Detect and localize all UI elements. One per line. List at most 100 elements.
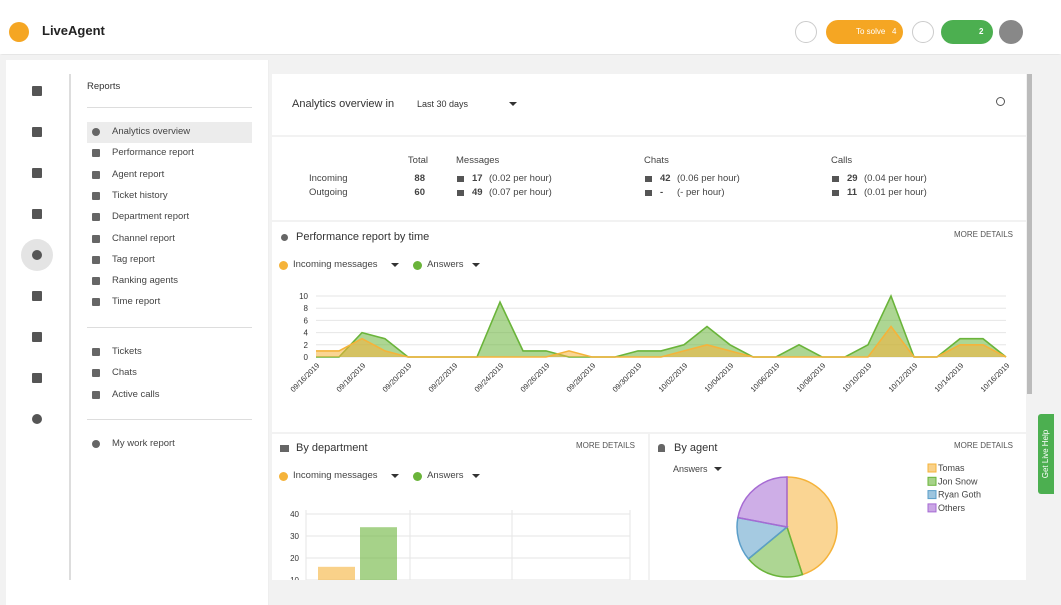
menu-item[interactable]: Ranking agents (112, 275, 179, 286)
stats-header: Chats (644, 155, 669, 166)
menu-item[interactable]: Time report (112, 296, 161, 307)
menu-item[interactable]: Channel report (112, 233, 175, 244)
menu-divider (87, 327, 252, 328)
live-help-label: Get Live Help (1041, 429, 1050, 479)
menu-button[interactable] (912, 21, 934, 43)
row-calls-rate: (0.04 per hour) (864, 173, 927, 184)
performance-card: Performance report by time MORE DETAILS (272, 222, 1026, 432)
sidebar-divider (69, 74, 71, 580)
more-details[interactable]: MORE DETAILS (954, 230, 1013, 239)
menu-icon (92, 128, 100, 136)
menu-divider (87, 107, 252, 108)
scrollbar (1027, 74, 1032, 394)
row-messages: 17 (472, 173, 483, 184)
menu-item[interactable]: Performance report (112, 147, 194, 158)
header: LiveAgent To solve 4 2 (0, 0, 1061, 54)
row-calls: 29 (847, 173, 858, 184)
to-solve-label: To solve (856, 27, 886, 36)
logo-icon (9, 22, 29, 42)
menu-item[interactable]: Tag report (112, 254, 155, 265)
menu-icon (92, 369, 100, 377)
row-total: 60 (414, 187, 425, 198)
row-calls: 11 (847, 187, 858, 198)
add-button[interactable] (795, 21, 817, 43)
panel-icon (658, 444, 665, 452)
menu-icon (92, 298, 100, 306)
live-help-tab[interactable]: Get Live Help (1038, 414, 1054, 494)
legend-marker (279, 472, 288, 481)
row-label: Incoming (309, 173, 348, 184)
calls-button[interactable]: 2 (941, 20, 993, 44)
menu-item[interactable]: Agent report (112, 169, 165, 180)
legend-label[interactable]: Answers (427, 259, 464, 270)
row-icon (832, 176, 839, 182)
menu-item[interactable]: Ticket history (112, 190, 168, 201)
row-chats-rate: (- per hour) (677, 187, 725, 198)
panel-icon (280, 445, 289, 452)
more-details[interactable]: MORE DETAILS (576, 441, 635, 450)
row-messages-rate: (0.02 per hour) (489, 173, 552, 184)
menu-item[interactable]: Tickets (112, 346, 142, 357)
legend-marker (279, 261, 288, 270)
nav-icon[interactable] (32, 127, 42, 137)
metric-caret[interactable] (714, 467, 722, 471)
menu-icon (92, 213, 100, 221)
menu-icon (92, 256, 100, 264)
menu-item[interactable]: Active calls (112, 389, 160, 400)
row-icon (457, 190, 464, 196)
nav-icon[interactable] (32, 414, 42, 424)
to-solve-count: 4 (892, 27, 897, 36)
legend-caret[interactable] (391, 474, 400, 478)
legend-label[interactable]: Incoming messages (293, 259, 378, 270)
nav-icon[interactable] (32, 168, 42, 178)
menu-item[interactable]: Department report (112, 211, 190, 222)
legend-caret[interactable] (472, 263, 481, 267)
metric-select[interactable]: Answers (673, 464, 708, 474)
row-chats-rate: (0.06 per hour) (677, 173, 740, 184)
nav-icon[interactable] (32, 209, 42, 219)
refresh-icon[interactable] (996, 97, 1005, 106)
department-card: By department MORE DETAILS (272, 434, 648, 580)
overview-title: Analytics overview in (292, 98, 395, 110)
nav-icon[interactable] (32, 86, 42, 96)
menu-divider (87, 419, 252, 420)
to-solve-button[interactable]: To solve 4 (826, 20, 903, 44)
menu-item[interactable]: Analytics overview (112, 126, 191, 137)
logo[interactable]: LiveAgent (42, 23, 105, 38)
nav-icon[interactable] (32, 332, 42, 342)
menu-icon (92, 235, 100, 243)
row-icon (645, 176, 652, 182)
panel-title: Performance report by time (296, 231, 430, 243)
nav-icon[interactable] (32, 291, 42, 301)
menu-item[interactable]: Chats (112, 367, 137, 378)
sidebar (6, 60, 269, 605)
panel-icon (281, 234, 288, 241)
nav-icon[interactable] (32, 373, 42, 383)
avatar[interactable] (999, 20, 1023, 44)
menu-icon (92, 440, 100, 448)
legend-label[interactable]: Answers (427, 470, 464, 481)
overview-card: Analytics overview in Last 30 days (272, 74, 1026, 135)
row-chats: 42 (660, 173, 671, 184)
stats-header: Calls (831, 155, 853, 166)
reports-title: Reports (87, 81, 121, 92)
menu-icon (92, 277, 100, 285)
more-details[interactable]: MORE DETAILS (954, 441, 1013, 450)
period-select[interactable]: Last 30 days (417, 99, 469, 109)
menu-icon (92, 171, 100, 179)
panel-title: By agent (674, 442, 718, 454)
stats-header: Messages (456, 155, 500, 166)
legend-label[interactable]: Incoming messages (293, 470, 378, 481)
row-messages-rate: (0.07 per hour) (489, 187, 552, 198)
menu-icon (92, 149, 100, 157)
stats-header: Total (407, 155, 428, 166)
period-caret[interactable] (509, 102, 517, 106)
panel-title: By department (296, 442, 368, 454)
legend-caret[interactable] (472, 474, 481, 478)
menu-icon (92, 348, 100, 356)
legend-caret[interactable] (391, 263, 400, 267)
nav-icon[interactable] (32, 250, 42, 260)
menu-item[interactable]: My work report (112, 438, 175, 449)
legend-marker (413, 472, 423, 481)
